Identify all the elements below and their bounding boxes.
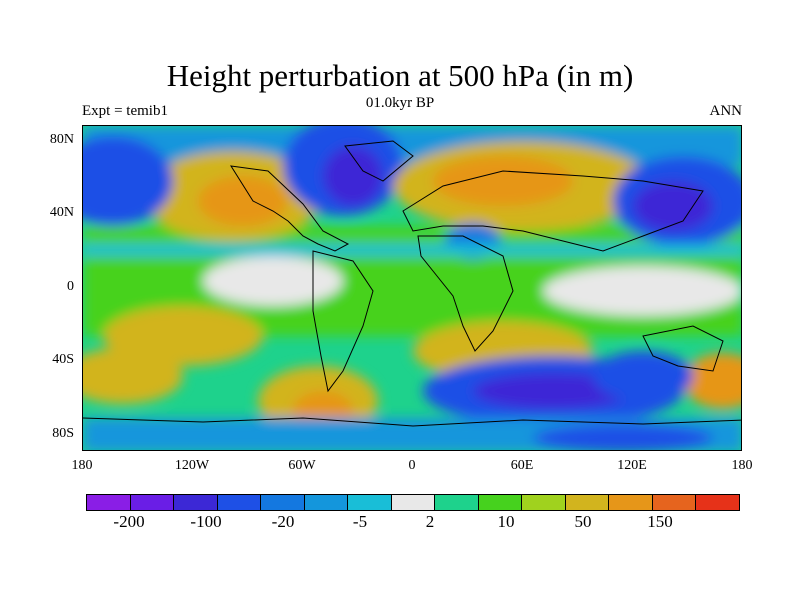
- field-region: [683, 353, 741, 409]
- colorbar-box: [87, 495, 131, 510]
- colorbar-label: -20: [271, 512, 295, 531]
- colorbar-box: [391, 495, 436, 510]
- y-tick-label: 0: [67, 279, 74, 294]
- colorbar-label: 2: [425, 512, 435, 531]
- colorbar-label: 150: [647, 512, 673, 531]
- colorbar-box: [217, 495, 262, 510]
- field-region: [543, 266, 741, 316]
- figure-title: Height perturbation at 500 hPa (in m): [166, 58, 634, 93]
- colorbar-box: [478, 495, 523, 510]
- field-region: [198, 176, 288, 226]
- y-tick-label: 40N: [49, 205, 74, 220]
- x-tick-label: 180: [71, 458, 93, 473]
- colorbar-box: [696, 495, 739, 510]
- coastline: [344, 140, 414, 182]
- field-region: [593, 351, 693, 401]
- colorbar-box: [348, 495, 392, 510]
- colorbar-box: [565, 495, 610, 510]
- colorbar-box: [522, 495, 566, 510]
- season-label: ANN: [709, 103, 743, 119]
- coastlines: [83, 140, 741, 427]
- x-tick-label: 0: [408, 458, 416, 473]
- x-tick-label: 120W: [174, 458, 210, 473]
- colorbar-box: [261, 495, 305, 510]
- colorbar-box: [130, 495, 175, 510]
- y-tick-label: 40S: [52, 352, 74, 367]
- coastline: [312, 250, 374, 393]
- map-panel: [82, 125, 742, 451]
- field-region: [533, 424, 713, 450]
- x-tick-label: 180: [731, 458, 753, 473]
- colorbar-label: 50: [574, 512, 592, 531]
- y-tick-label: 80N: [49, 132, 74, 147]
- x-tick-label: 120E: [617, 458, 647, 473]
- field-region: [203, 256, 343, 306]
- colorbar-label: -100: [190, 512, 222, 531]
- experiment-label: Expt = temib1: [82, 103, 168, 119]
- field-region: [83, 136, 173, 226]
- coastline: [417, 235, 514, 352]
- colorbar-box: [304, 495, 349, 510]
- colorbar-label: 10: [497, 512, 515, 531]
- coastline: [230, 165, 350, 252]
- colorbar-box: [609, 495, 653, 510]
- field-region: [83, 348, 183, 404]
- x-tick-label: 60W: [288, 458, 316, 473]
- field-region: [433, 156, 573, 206]
- x-tick-label: 60E: [510, 458, 534, 473]
- colorbar-box: [652, 495, 697, 510]
- coastline: [83, 417, 741, 427]
- field-region: [633, 181, 713, 231]
- period-label: 01.0kyr BP: [365, 95, 435, 111]
- colorbar-label: -5: [352, 512, 368, 531]
- field-region: [473, 373, 633, 409]
- coastline: [642, 325, 724, 372]
- colorbar-label: -200: [113, 512, 145, 531]
- colorbar: [86, 494, 740, 511]
- y-tick-label: 80S: [52, 426, 74, 441]
- field-region: [83, 244, 741, 256]
- coastline: [402, 170, 704, 252]
- colorbar-box: [435, 495, 479, 510]
- colorbar-box: [174, 495, 218, 510]
- field-region: [323, 146, 383, 206]
- contour-map: [83, 126, 741, 450]
